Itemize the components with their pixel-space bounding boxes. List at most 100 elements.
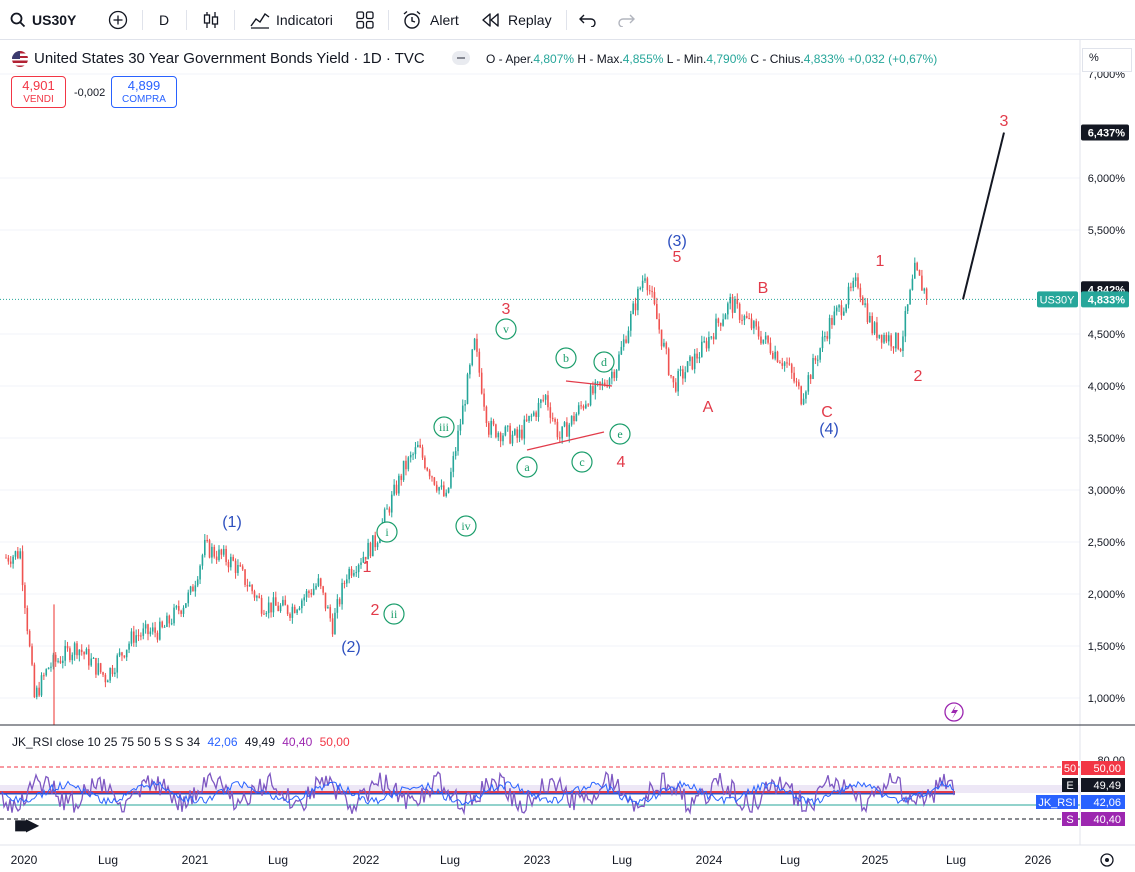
- change-value: +0,032 (+0,67%): [847, 52, 938, 66]
- candle-body: [357, 564, 360, 573]
- alert-button[interactable]: Alert: [402, 0, 459, 40]
- candle-body: [608, 378, 611, 387]
- candle-body: [390, 494, 393, 513]
- candle-body: [279, 605, 282, 611]
- eye-toggle-icon[interactable]: [452, 51, 470, 65]
- candle-body: [620, 346, 623, 355]
- spread-value: -0,002: [74, 87, 106, 99]
- wave-label-a: a: [524, 460, 530, 474]
- candle-body: [331, 618, 334, 635]
- price-axis: 7,000% 6,000% 5,500% 4,500% 4,000% 3,500% 3,00…: [1037, 40, 1129, 845]
- undo-button[interactable]: [579, 0, 597, 40]
- candle-body: [54, 654, 57, 662]
- candle-body: [925, 288, 928, 300]
- layouts-button[interactable]: [356, 0, 374, 40]
- time-axis-label: Lug: [780, 853, 800, 867]
- candle-body: [914, 262, 916, 279]
- candle-body: [196, 579, 199, 586]
- candle-body: [218, 549, 220, 561]
- candle-body: [814, 357, 817, 361]
- candle-body: [142, 628, 145, 636]
- candle-body: [364, 556, 367, 560]
- sell-label: VENDI: [23, 94, 54, 105]
- candle-body: [523, 419, 526, 439]
- candle-body: [147, 624, 149, 635]
- sell-button[interactable]: 4,901 VENDI: [11, 76, 66, 108]
- candle-body: [379, 537, 381, 544]
- candle-body: [764, 335, 767, 340]
- scale-unit[interactable]: %: [1082, 48, 1132, 72]
- symbol-search[interactable]: US30Y: [10, 0, 76, 40]
- candle-body: [589, 386, 592, 406]
- candle-body: [431, 476, 433, 478]
- candle-body: [566, 422, 568, 437]
- candle-body: [14, 551, 17, 557]
- candle-body: [277, 605, 279, 611]
- candle-body: [854, 277, 857, 281]
- price-axis-label: 7,000%: [1088, 69, 1126, 81]
- candle-body: [204, 539, 206, 556]
- candle-body: [682, 369, 684, 379]
- candle-body: [859, 287, 862, 298]
- candle-body: [319, 578, 322, 587]
- candle-body: [835, 307, 838, 312]
- wave-label-red-3: 3: [502, 301, 511, 318]
- candle-body: [97, 663, 100, 675]
- wave-label-d: d: [601, 355, 607, 369]
- candle-body: [419, 444, 421, 448]
- chart-legend: United States 30 Year Government Bonds Y…: [12, 50, 425, 67]
- redo-button[interactable]: [617, 0, 635, 40]
- chart-type-button[interactable]: [202, 0, 220, 40]
- buy-label: COMPRA: [122, 94, 166, 105]
- candle-body: [177, 606, 180, 611]
- rsi-legend[interactable]: JK_RSI close 10 25 75 50 5 S S 34 42,06 …: [12, 735, 350, 749]
- candle-body: [275, 597, 277, 606]
- candle-body: [104, 674, 107, 683]
- candle-body: [293, 606, 296, 613]
- candle-body: [466, 374, 469, 404]
- candle-body: [798, 382, 800, 387]
- high-value: 4,855%: [622, 52, 664, 66]
- candle-body: [28, 631, 31, 647]
- wave-label-b-circle: [555, 347, 577, 369]
- candle-body: [611, 371, 613, 379]
- candle-body: [715, 318, 717, 340]
- rsi-badge-tag: S: [1066, 814, 1073, 826]
- candle-body: [185, 603, 187, 608]
- indicators-button[interactable]: Indicatori: [250, 0, 333, 40]
- candle-body: [506, 425, 509, 427]
- candle-body: [691, 356, 694, 370]
- candle-body: [367, 542, 369, 560]
- candle-body: [828, 317, 831, 339]
- candle-body: [760, 336, 762, 344]
- candle-body: [544, 395, 547, 400]
- candle-body: [445, 492, 447, 497]
- candle-body: [743, 315, 746, 321]
- candle-body: [102, 672, 104, 675]
- buy-button[interactable]: 4,899 COMPRA: [111, 76, 177, 108]
- candle-body: [45, 669, 48, 676]
- candle-body: [892, 346, 895, 349]
- rsi-badge-value: 50,00: [1093, 763, 1121, 775]
- candle-body: [805, 391, 807, 399]
- compare-button[interactable]: [108, 0, 128, 40]
- replay-button[interactable]: Replay: [482, 0, 552, 40]
- candle-body: [393, 484, 395, 495]
- candle-body: [516, 429, 518, 438]
- candle-body: [317, 578, 320, 586]
- toolbar-divider: [234, 10, 235, 30]
- candle-body: [149, 631, 152, 635]
- price-axis-label: 2,000%: [1088, 589, 1126, 601]
- candle-body: [114, 672, 116, 675]
- candle-body: [291, 606, 294, 618]
- candle-body: [757, 326, 760, 337]
- candle-body: [407, 457, 410, 470]
- candle-body: [897, 333, 900, 349]
- rsi-signal-line: [1, 780, 955, 807]
- rsi-badge-value: 40,40: [1093, 814, 1121, 826]
- candle-body: [341, 582, 343, 605]
- candle-body: [845, 304, 847, 312]
- candle-body: [17, 551, 19, 559]
- interval-button[interactable]: D: [159, 0, 169, 40]
